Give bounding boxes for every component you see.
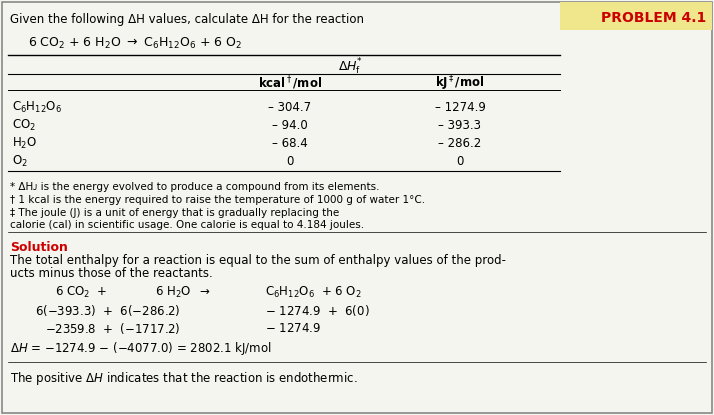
Text: $-$ 1274.9  +  6(0): $-$ 1274.9 + 6(0) bbox=[265, 303, 370, 317]
Text: – 286.2: – 286.2 bbox=[438, 137, 482, 149]
Text: $\Delta H$ = $-$1274.9 $-$ ($-$4077.0) = 2802.1 kJ/mol: $\Delta H$ = $-$1274.9 $-$ ($-$4077.0) =… bbox=[10, 339, 271, 356]
Text: C$_6$H$_{12}$O$_6$: C$_6$H$_{12}$O$_6$ bbox=[12, 100, 62, 115]
Text: ‡ The joule (J) is a unit of energy that is gradually replacing the: ‡ The joule (J) is a unit of energy that… bbox=[10, 208, 339, 218]
Text: kJ$^\ddagger$/mol: kJ$^\ddagger$/mol bbox=[436, 73, 485, 93]
Text: – 1274.9: – 1274.9 bbox=[435, 100, 486, 113]
Text: PROBLEM 4.1: PROBLEM 4.1 bbox=[600, 11, 706, 25]
FancyBboxPatch shape bbox=[560, 2, 712, 30]
Text: Solution: Solution bbox=[10, 241, 68, 254]
Text: * ΔHᴊ is the energy evolved to produce a compound from its elements.: * ΔHᴊ is the energy evolved to produce a… bbox=[10, 182, 380, 192]
Text: – 68.4: – 68.4 bbox=[272, 137, 308, 149]
Text: 6 H$_2$O  $\rightarrow$: 6 H$_2$O $\rightarrow$ bbox=[155, 284, 211, 300]
Text: $-$ 1274.9: $-$ 1274.9 bbox=[265, 322, 321, 334]
Text: 0: 0 bbox=[456, 154, 463, 168]
Text: 0: 0 bbox=[286, 154, 293, 168]
Text: † 1 kcal is the energy required to raise the temperature of 1000 g of water 1°C.: † 1 kcal is the energy required to raise… bbox=[10, 195, 425, 205]
Text: 6 CO$_2$  +: 6 CO$_2$ + bbox=[55, 284, 108, 300]
Text: $\Delta H_{\rm f}^{*}$: $\Delta H_{\rm f}^{*}$ bbox=[338, 57, 363, 77]
Text: The positive $\Delta H$ indicates that the reaction is endothermic.: The positive $\Delta H$ indicates that t… bbox=[10, 369, 358, 386]
Text: CO$_2$: CO$_2$ bbox=[12, 117, 36, 132]
Text: O$_2$: O$_2$ bbox=[12, 154, 28, 168]
Text: – 304.7: – 304.7 bbox=[268, 100, 311, 113]
Text: 6 CO$_2$ + 6 H$_2$O $\rightarrow$ C$_6$H$_{12}$O$_6$ + 6 O$_2$: 6 CO$_2$ + 6 H$_2$O $\rightarrow$ C$_6$H… bbox=[28, 35, 242, 51]
Text: – 94.0: – 94.0 bbox=[272, 119, 308, 132]
Text: calorie (cal) in scientific usage. One calorie is equal to 4.184 joules.: calorie (cal) in scientific usage. One c… bbox=[10, 220, 364, 230]
Text: Given the following ΔH values, calculate ΔH for the reaction: Given the following ΔH values, calculate… bbox=[10, 14, 364, 27]
Text: – 393.3: – 393.3 bbox=[438, 119, 481, 132]
Text: C$_6$H$_{12}$O$_6$  + 6 O$_2$: C$_6$H$_{12}$O$_6$ + 6 O$_2$ bbox=[265, 284, 362, 300]
Text: kcal$^\dagger$/mol: kcal$^\dagger$/mol bbox=[258, 74, 322, 92]
Text: The total enthalpy for a reaction is equal to the sum of enthalpy values of the : The total enthalpy for a reaction is equ… bbox=[10, 254, 506, 266]
Text: ucts minus those of the reactants.: ucts minus those of the reactants. bbox=[10, 266, 213, 279]
Text: 6($-$393.3)  +  6($-$286.2): 6($-$393.3) + 6($-$286.2) bbox=[35, 303, 181, 317]
Text: $-$2359.8  +  ($-$1717.2): $-$2359.8 + ($-$1717.2) bbox=[45, 320, 180, 335]
Text: H$_2$O: H$_2$O bbox=[12, 135, 37, 151]
